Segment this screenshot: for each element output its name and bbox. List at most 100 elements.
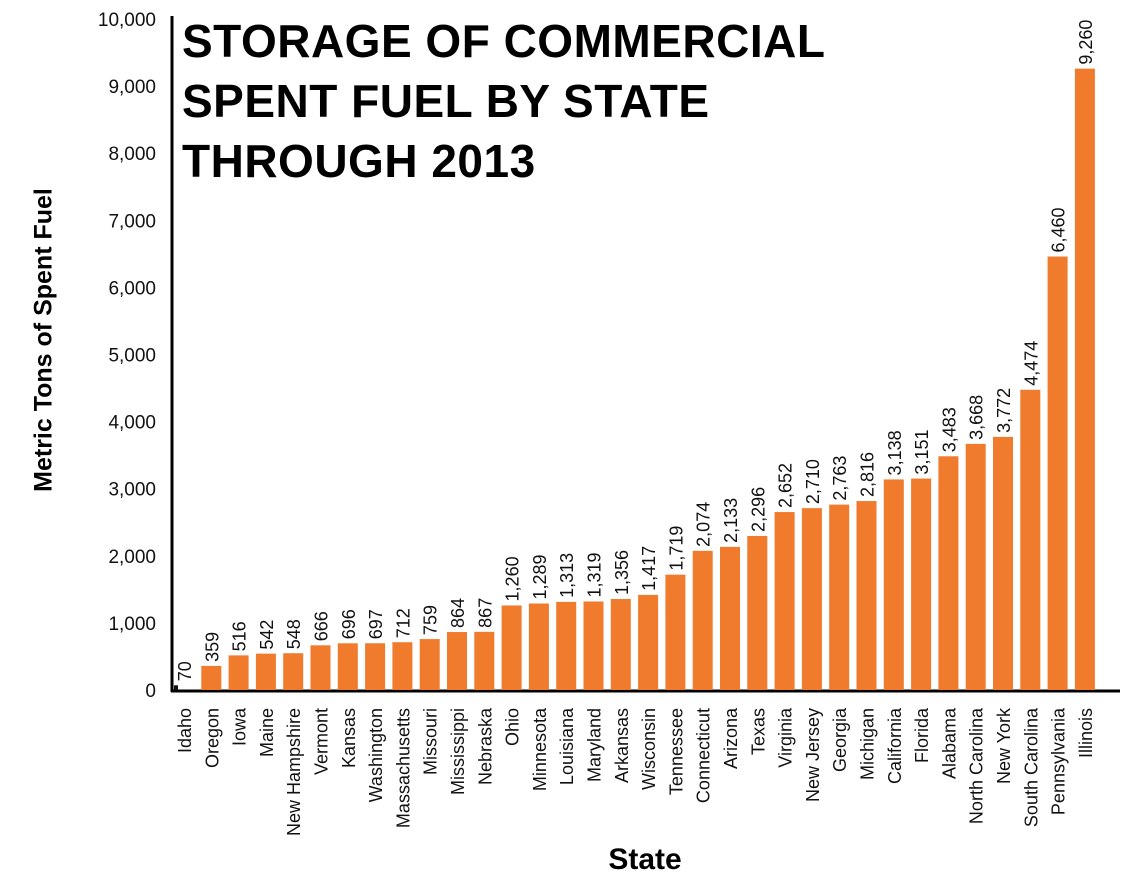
bar <box>1047 256 1068 690</box>
value-label: 2,763 <box>830 456 850 501</box>
bar <box>993 436 1013 690</box>
bar <box>638 594 659 690</box>
value-label: 2,074 <box>694 502 714 547</box>
bar <box>474 631 495 690</box>
value-label: 1,260 <box>503 556 523 601</box>
category-label: South Carolina <box>1021 707 1041 827</box>
value-label: 542 <box>257 620 277 650</box>
bar <box>337 643 358 690</box>
value-label: 3,483 <box>939 407 959 452</box>
bar <box>720 546 740 690</box>
bar <box>528 603 549 690</box>
value-label: 4,474 <box>1021 341 1041 386</box>
category-label: Texas <box>748 708 768 755</box>
category-label: Nebraska <box>475 707 495 785</box>
bar <box>556 601 577 690</box>
value-label: 359 <box>202 632 222 662</box>
bar <box>965 443 986 690</box>
value-label: 3,772 <box>994 388 1014 433</box>
value-label: 1,313 <box>557 553 577 598</box>
value-label: 9,260 <box>1076 20 1096 65</box>
bar <box>747 535 768 690</box>
category-label: Idaho <box>175 708 195 753</box>
value-label: 759 <box>421 605 441 635</box>
value-label: 666 <box>312 611 332 641</box>
chart-title-line-1: STORAGE OF COMMERCIAL <box>182 15 826 67</box>
category-label: Connecticut <box>694 708 714 803</box>
chart-title-line-3: THROUGH 2013 <box>182 135 536 187</box>
value-label: 2,710 <box>803 459 823 504</box>
bar <box>938 456 959 690</box>
value-label: 1,417 <box>639 546 659 591</box>
value-label: 548 <box>284 619 304 649</box>
value-label: 1,719 <box>666 526 686 571</box>
value-label: 867 <box>475 598 495 628</box>
bar <box>365 643 386 690</box>
bar <box>419 639 440 690</box>
category-label: New York <box>994 707 1014 784</box>
category-label: Maryland <box>585 708 605 782</box>
category-label: Washington <box>366 708 386 802</box>
category-label: Minnesota <box>530 707 550 791</box>
category-label: California <box>885 707 905 784</box>
category-label: Louisiana <box>557 707 577 785</box>
y-tick-label: 3,000 <box>108 480 156 501</box>
category-label: Oregon <box>202 708 222 768</box>
category-label: Arizona <box>721 707 741 769</box>
y-tick-label: 2,000 <box>108 547 156 568</box>
bar <box>774 512 795 690</box>
bar <box>883 479 904 690</box>
chart-title-line-2: SPENT FUEL BY STATE <box>182 75 710 127</box>
category-label: North Carolina <box>967 707 987 824</box>
category-label: Mississippi <box>448 708 468 795</box>
category-label: Illinois <box>1076 708 1096 758</box>
bar <box>583 601 604 690</box>
bar <box>201 665 222 690</box>
bar <box>447 632 467 690</box>
value-label: 3,138 <box>885 430 905 475</box>
bar <box>692 550 713 690</box>
y-tick-label: 8,000 <box>108 144 156 165</box>
category-label: New Hampshire <box>284 708 304 836</box>
y-tick-label: 5,000 <box>108 346 156 367</box>
category-label: Virginia <box>776 707 796 768</box>
category-label: Alabama <box>939 707 959 779</box>
bar <box>911 478 932 690</box>
category-label: New Jersey <box>803 708 823 802</box>
value-label: 864 <box>448 598 468 628</box>
y-tick-label: 6,000 <box>108 278 156 299</box>
category-label: Arkansas <box>612 708 632 783</box>
value-label: 1,356 <box>612 550 632 595</box>
category-label: Tennessee <box>666 708 686 795</box>
y-tick-label: 0 <box>145 681 156 702</box>
y-tick-label: 1,000 <box>108 614 156 635</box>
x-axis-label: State <box>608 843 682 876</box>
bar <box>1020 389 1041 690</box>
category-label: Vermont <box>312 708 332 775</box>
value-label: 516 <box>230 621 250 651</box>
value-label: 6,460 <box>1049 207 1069 252</box>
bar <box>856 501 877 690</box>
y-tick-label: 10,000 <box>98 10 156 31</box>
category-label: Iowa <box>230 707 250 746</box>
category-label: Michigan <box>858 708 878 780</box>
bar <box>665 574 686 690</box>
value-label: 2,816 <box>858 452 878 497</box>
value-label: 1,319 <box>585 552 605 597</box>
value-label: 3,151 <box>912 430 932 475</box>
bar <box>610 599 631 690</box>
category-label: Ohio <box>503 708 523 746</box>
bar <box>1074 68 1095 691</box>
value-label: 3,668 <box>967 395 987 440</box>
bar <box>174 685 178 690</box>
value-label: 2,133 <box>721 498 741 543</box>
y-axis-label: Metric Tons of Spent Fuel <box>29 188 58 492</box>
category-label: Maine <box>257 708 277 757</box>
bar <box>228 655 249 690</box>
category-label: Florida <box>912 707 932 763</box>
y-tick-label: 9,000 <box>108 77 156 98</box>
value-label: 697 <box>366 609 386 639</box>
value-label: 696 <box>339 609 359 639</box>
value-label: 2,652 <box>776 463 796 508</box>
